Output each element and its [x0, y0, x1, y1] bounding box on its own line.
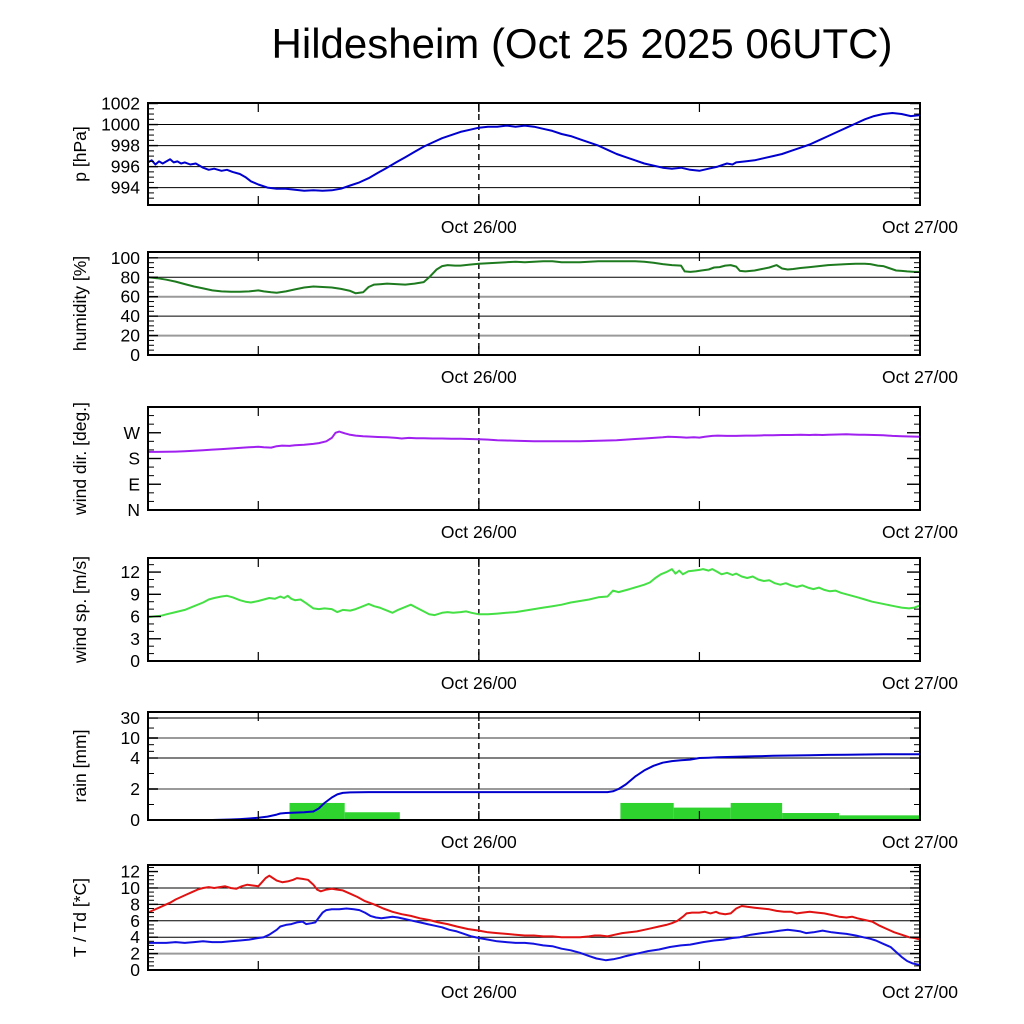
x-tick-label: Oct 26/00 [441, 832, 517, 852]
rain-3h-bars [673, 807, 731, 820]
x-tick-label: Oct 26/00 [441, 217, 517, 237]
series-temperature [147, 874, 921, 941]
y-axis-title: rain [mm] [70, 730, 90, 803]
y-tick-label: N [127, 500, 140, 520]
panel-frame [147, 557, 921, 662]
y-tick-label: 2 [130, 944, 140, 964]
x-tick-label: Oct 26/00 [441, 522, 517, 542]
rain-3h-bars [344, 812, 400, 820]
y-tick-label: 9 [130, 584, 140, 604]
y-tick-label: 1000 [101, 115, 140, 135]
y-tick-label: 80 [121, 267, 141, 287]
y-tick-label: 40 [121, 306, 141, 326]
rain-3h-bars [839, 815, 920, 820]
y-tick-label: 60 [121, 287, 141, 307]
series-rain-accumulated [147, 753, 921, 821]
y-tick-label: 1002 [101, 94, 140, 114]
y-tick-label: 30 [121, 708, 141, 728]
y-tick-label: S [128, 449, 140, 469]
y-tick-label: 6 [130, 911, 140, 931]
series-dew-point [147, 907, 921, 967]
x-tick-label: Oct 27/00 [882, 217, 958, 237]
y-tick-label: 0 [130, 651, 140, 671]
panel-frame [147, 406, 921, 511]
y-tick-label: 0 [130, 960, 140, 980]
y-tick-label: 12 [121, 862, 140, 882]
y-tick-label: 2 [130, 779, 140, 799]
y-tick-label: 100 [111, 248, 140, 268]
rain-3h-bars [782, 813, 840, 820]
x-tick-label: Oct 27/00 [882, 982, 958, 1002]
y-tick-label: E [128, 474, 140, 494]
x-tick-label: Oct 27/00 [882, 522, 958, 542]
y-tick-label: 3 [130, 629, 140, 649]
x-tick-label: Oct 26/00 [441, 673, 517, 693]
y-tick-label: W [123, 423, 140, 443]
y-tick-label: 996 [111, 157, 140, 177]
x-tick-label: Oct 26/00 [441, 982, 517, 1002]
series-pressure [147, 112, 921, 192]
y-axis-title: humidity [%] [70, 256, 90, 351]
y-tick-label: 10 [121, 878, 141, 898]
rain-3h-bars [730, 802, 783, 820]
y-axis-title: wind sp. [m/s] [70, 556, 90, 664]
series-wind-direction [147, 430, 921, 453]
y-axis-title: p [hPa] [70, 126, 90, 181]
y-tick-label: 6 [130, 607, 140, 627]
y-tick-label: 12 [121, 562, 140, 582]
rain-3h-bars [620, 802, 674, 820]
x-tick-label: Oct 26/00 [441, 367, 517, 387]
x-tick-label: Oct 27/00 [882, 673, 958, 693]
y-tick-label: 4 [130, 748, 140, 768]
y-tick-label: 0 [130, 345, 140, 365]
panel-frame [147, 711, 921, 821]
y-tick-label: 10 [121, 728, 141, 748]
y-axis-title: wind dir. [deg.] [70, 402, 90, 516]
rain-3h-bars [289, 802, 345, 820]
y-axis-title: T / Td [*C] [70, 878, 90, 957]
series-humidity [147, 260, 921, 295]
series-wind-speed [147, 568, 921, 619]
panel-frame [147, 251, 921, 356]
y-tick-label: 994 [111, 178, 140, 198]
panel-frame [147, 102, 921, 206]
panel-wind_speed: 036 912 Oct 26/00 Oct 27/00 wind sp. [m/s] [70, 556, 958, 693]
chart-title: Hildesheim (Oct 25 2025 06UTC) [272, 20, 893, 67]
x-tick-label: Oct 27/00 [882, 832, 958, 852]
y-tick-label: 20 [121, 326, 141, 346]
y-tick-label: 998 [111, 136, 140, 156]
panel-frame [147, 864, 921, 971]
y-tick-label: 0 [130, 810, 140, 830]
y-tick-label: 8 [130, 894, 140, 914]
y-tick-label: 4 [130, 927, 140, 947]
x-tick-label: Oct 27/00 [882, 367, 958, 387]
